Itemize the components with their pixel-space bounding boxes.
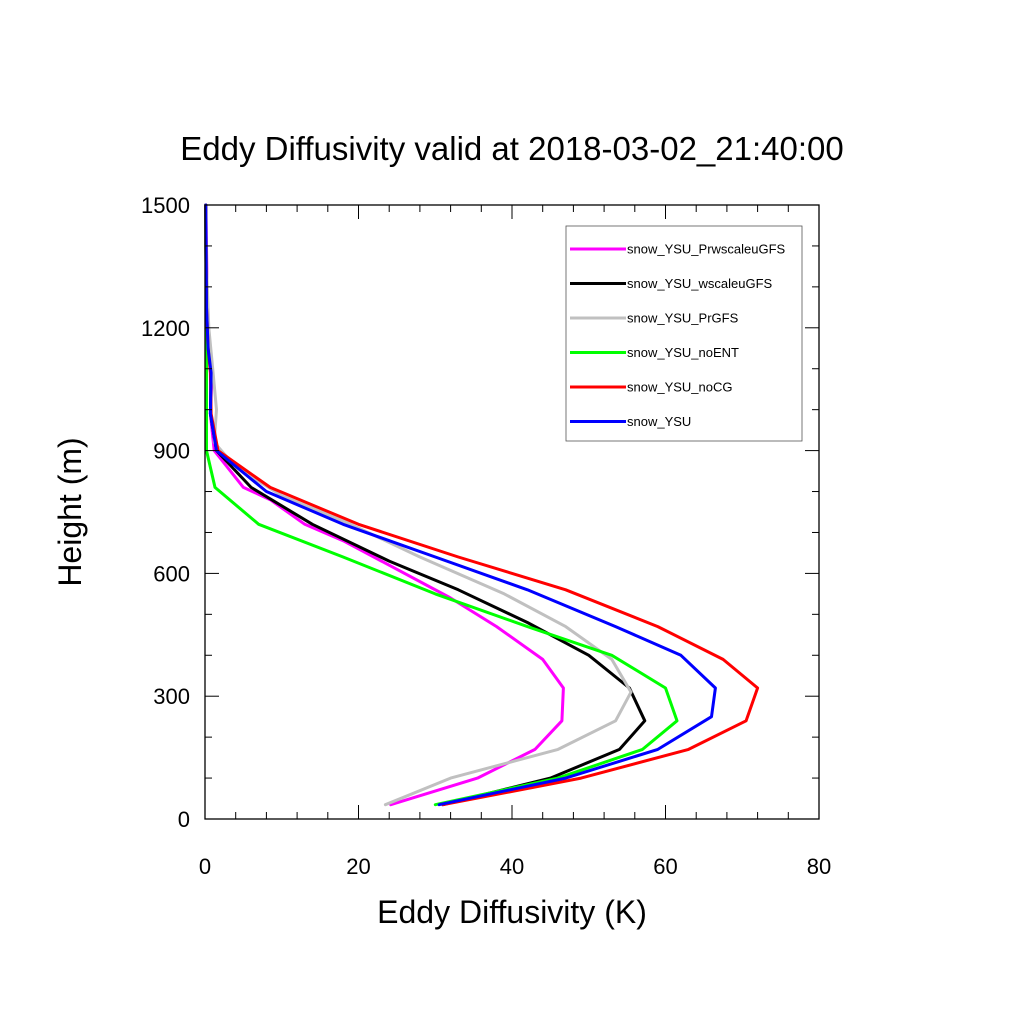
y-tick-label: 900 <box>153 439 190 464</box>
y-tick-label: 1500 <box>141 193 190 218</box>
legend-label-4: snow_YSU_noCG <box>627 380 733 395</box>
legend: snow_YSU_PrwscaleuGFS snow_YSU_wscaleuGFS… <box>565 225 803 442</box>
legend-label-2: snow_YSU_PrGFS <box>627 311 739 326</box>
x-tick-label: 60 <box>653 854 677 879</box>
y-axis-label: Height (m) <box>52 437 88 586</box>
legend-label-3: snow_YSU_noENT <box>627 345 739 360</box>
x-tick-label: 20 <box>346 854 370 879</box>
y-tick-label: 0 <box>178 807 190 832</box>
y-tick-label: 1200 <box>141 316 190 341</box>
series-line-3 <box>204 203 679 807</box>
series-layer <box>204 203 760 807</box>
legend-label-1: snow_YSU_wscaleuGFS <box>627 276 773 291</box>
legend-label-5: snow_YSU <box>627 414 691 429</box>
x-tick-label: 40 <box>500 854 524 879</box>
x-tick-label: 80 <box>807 854 831 879</box>
x-axis-label: Eddy Diffusivity (K) <box>377 894 647 930</box>
ticks-layer: 0 20 40 60 80 0 300 600 900 1200 1500 <box>141 193 831 879</box>
chart-title: Eddy Diffusivity valid at 2018-03-02_21:… <box>180 130 843 167</box>
x-tick-label: 0 <box>199 854 211 879</box>
y-tick-label: 300 <box>153 684 190 709</box>
series-line-5 <box>204 203 717 807</box>
legend-box <box>565 225 803 442</box>
y-tick-label: 600 <box>153 561 190 586</box>
legend-label-0: snow_YSU_PrwscaleuGFS <box>627 242 786 257</box>
